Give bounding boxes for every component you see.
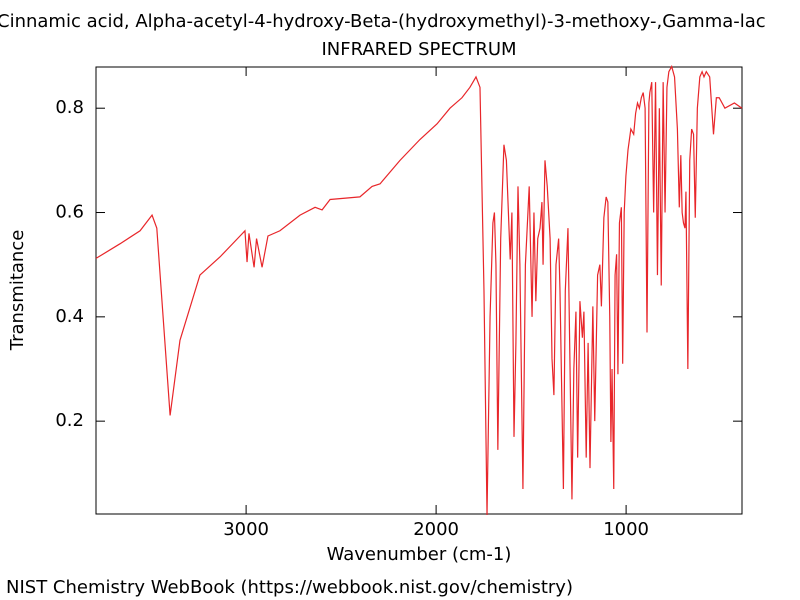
x-tick-label: 1000 (603, 519, 649, 540)
y-tick-label: 0.8 (55, 97, 84, 118)
plot-frame (95, 66, 743, 515)
footer: NIST Chemistry WebBook (https://webbook.… (6, 577, 573, 598)
x-tick-label: 3000 (223, 519, 269, 540)
chart-title: Cinnamic acid, Alpha-acetyl-4-hydroxy-Be… (0, 11, 766, 32)
spectrum-line (95, 64, 743, 516)
y-axis-label: Transmitance (7, 230, 28, 352)
x-axis-label: Wavenumber (cm-1) (327, 544, 512, 565)
y-tick-label: 0.4 (55, 306, 84, 327)
y-tick-label: 0.2 (55, 410, 84, 431)
chart-subtitle: INFRARED SPECTRUM (321, 39, 516, 60)
x-tick-label: 2000 (413, 519, 459, 540)
y-tick-label: 0.6 (55, 202, 84, 223)
